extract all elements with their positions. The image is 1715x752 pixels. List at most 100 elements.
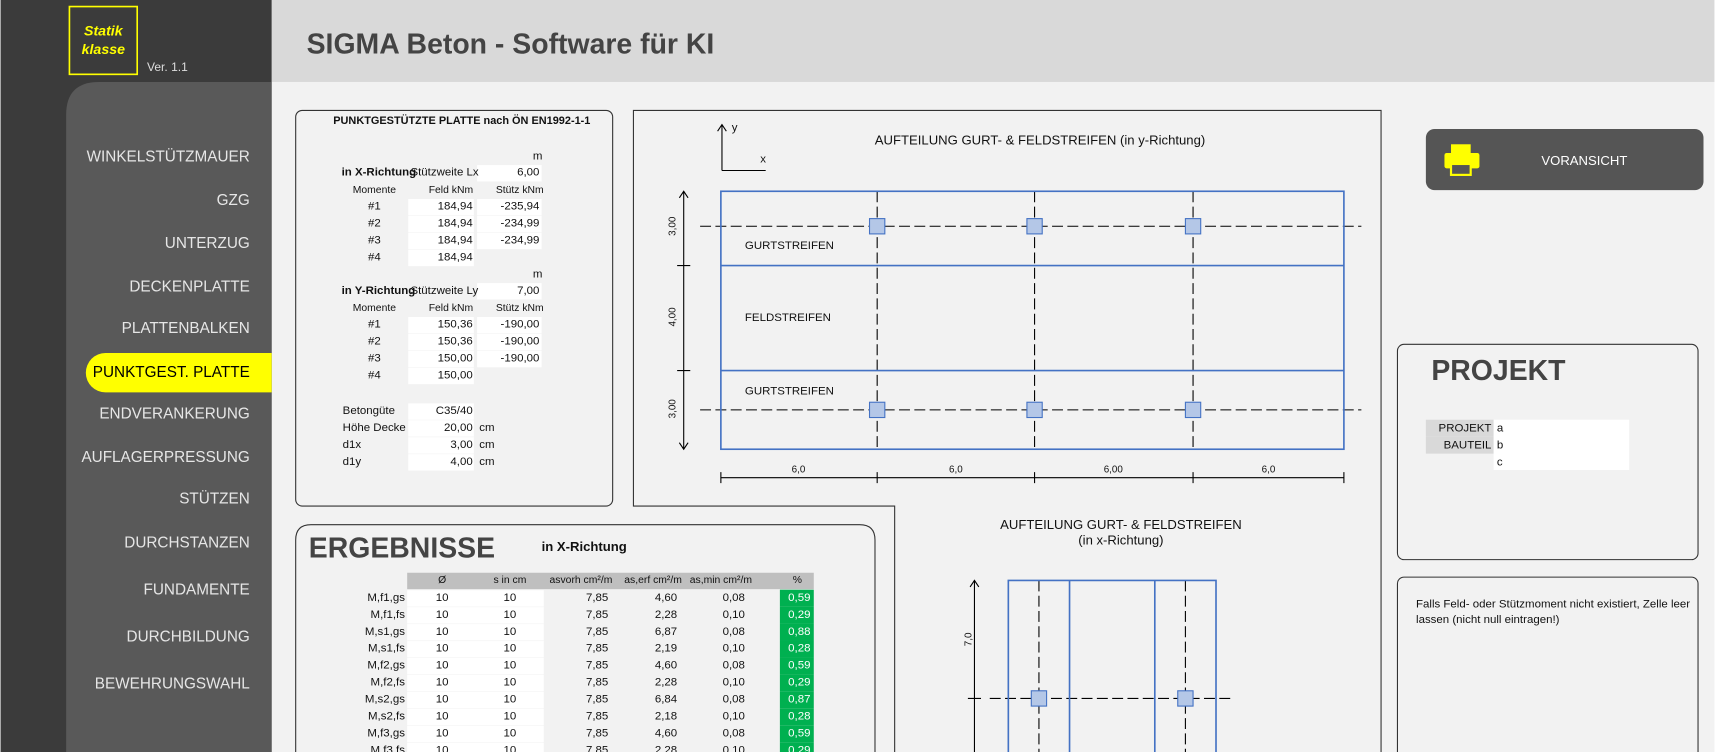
result-label: M,s1,fs xyxy=(368,643,405,655)
column-header: Momente xyxy=(353,303,396,314)
result-value: 10 xyxy=(436,592,449,604)
input-panel xyxy=(295,109,614,507)
span-value: 7,00 xyxy=(517,285,539,297)
input-cell xyxy=(408,198,474,216)
unit: m xyxy=(533,268,543,280)
result-value: 10 xyxy=(504,694,517,706)
input-cell xyxy=(407,742,544,752)
moment-value: -235,94 xyxy=(501,201,541,213)
field-value[interactable]: a xyxy=(1497,422,1504,434)
direction: in X-Richtung xyxy=(342,167,417,179)
dimension-label: 6,0 xyxy=(949,465,963,476)
result-value: 10 xyxy=(504,643,517,655)
result-value: 7,85 xyxy=(586,609,608,621)
column-header: Momente xyxy=(353,185,396,196)
nav-item[interactable]: UNTERZUG xyxy=(165,235,250,252)
column-header: % xyxy=(793,575,802,586)
input-cell xyxy=(408,437,474,454)
project-panel xyxy=(1396,343,1699,561)
label-cell xyxy=(1425,419,1494,437)
result-value: 6,87 xyxy=(655,626,677,638)
result-value: 2,18 xyxy=(655,711,677,723)
ratio-cell xyxy=(779,674,814,692)
nav-item[interactable]: STÜTZEN xyxy=(179,490,250,508)
result-value: 7,85 xyxy=(586,744,608,752)
nav-item[interactable]: WINKELSTÜTZMAUER xyxy=(87,147,250,165)
span-label: Stützweite Lx xyxy=(410,167,478,179)
input-cell xyxy=(408,249,474,267)
column-header: Feld kNm xyxy=(429,185,473,196)
support xyxy=(1026,218,1043,235)
result-value: 0,29 xyxy=(788,677,810,689)
result-value: 2,19 xyxy=(655,643,677,655)
result-label: M,f1,fs xyxy=(371,609,406,621)
input-cell xyxy=(407,624,544,641)
ratio-cell xyxy=(779,742,814,752)
moment-label: #4 xyxy=(368,369,381,381)
field-label: PROJEKT xyxy=(1439,422,1492,434)
results-subtitle: in X-Richtung xyxy=(542,539,627,554)
support xyxy=(868,401,886,419)
preview-button[interactable] xyxy=(1425,128,1704,191)
result-label: M,f2,gs xyxy=(367,660,405,672)
moment-label: #4 xyxy=(368,251,381,263)
moment-value: 184,94 xyxy=(438,234,474,246)
moment-value: 184,94 xyxy=(438,218,474,230)
result-value: 0,10 xyxy=(723,643,745,655)
nav-item[interactable]: DURCHBILDUNG xyxy=(127,628,250,645)
dimension-label: 3,00 xyxy=(667,399,678,419)
moment-value: 184,94 xyxy=(438,251,474,263)
nav-item[interactable]: FUNDAMENTE xyxy=(144,581,250,598)
ratio-cell xyxy=(779,657,814,675)
strip-label: GURTSTREIFEN xyxy=(745,385,834,397)
axis-label: x xyxy=(760,154,766,166)
app-title: SIGMA Beton - Software für KI xyxy=(307,28,715,60)
field-value[interactable]: c xyxy=(1497,456,1503,468)
result-value: 10 xyxy=(436,643,449,655)
ratio-cell xyxy=(779,606,814,624)
field-value[interactable]: b xyxy=(1497,439,1503,451)
input-cell xyxy=(477,198,542,216)
ratio-cell xyxy=(779,708,814,726)
dimension-label: 6,00 xyxy=(1104,465,1124,476)
strip-border xyxy=(720,264,1344,372)
result-value: 7,85 xyxy=(586,694,608,706)
icon-part xyxy=(1451,144,1471,154)
axes xyxy=(717,123,766,172)
result-value: 0,08 xyxy=(723,592,745,604)
project-title: PROJEKT xyxy=(1431,355,1566,387)
result-label: M,f1,gs xyxy=(367,592,405,604)
material-value: 4,00 xyxy=(450,456,472,468)
result-value: 0,87 xyxy=(788,694,810,706)
result-value: 7,85 xyxy=(586,643,608,655)
results-title: ERGEBNISSE xyxy=(309,532,495,564)
nav-item[interactable]: DECKENPLATTE xyxy=(129,279,249,296)
button-label[interactable]: VORANSICHT xyxy=(1541,153,1627,168)
nav-item[interactable]: PUNKTGEST. PLATTE xyxy=(93,364,250,381)
input-cell xyxy=(408,367,474,385)
span-value: 6,00 xyxy=(517,167,539,179)
nav-item[interactable]: BEWEHRUNGSWAHL xyxy=(95,675,250,692)
result-value: 4,60 xyxy=(655,660,677,672)
nav-item[interactable]: PLATTENBALKEN xyxy=(122,320,250,337)
result-value: 2,28 xyxy=(655,744,677,752)
result-label: M,f3,fs xyxy=(371,744,406,752)
logo-box xyxy=(68,5,139,76)
nav-item[interactable]: DURCHSTANZEN xyxy=(124,534,249,551)
ratio-cell xyxy=(779,640,814,658)
nav-item[interactable]: GZG xyxy=(217,192,250,209)
support xyxy=(1184,218,1202,235)
nav-item[interactable]: ENDVERANKERUNG xyxy=(99,405,249,422)
moment-value: -190,00 xyxy=(501,319,540,331)
material-value: 3,00 xyxy=(450,439,472,451)
input-cell xyxy=(407,641,544,658)
moment-value: 150,36 xyxy=(438,336,473,348)
nav-item[interactable]: AUFLAGERPRESSUNG xyxy=(81,449,249,466)
result-value: 0,08 xyxy=(723,660,745,672)
bottom-dimension xyxy=(720,472,1345,484)
support xyxy=(1030,690,1048,707)
material-label: Höhe Decke xyxy=(343,422,406,434)
direction: in Y-Richtung xyxy=(342,285,416,297)
ratio-cell xyxy=(779,623,814,641)
input-cell xyxy=(407,725,544,743)
